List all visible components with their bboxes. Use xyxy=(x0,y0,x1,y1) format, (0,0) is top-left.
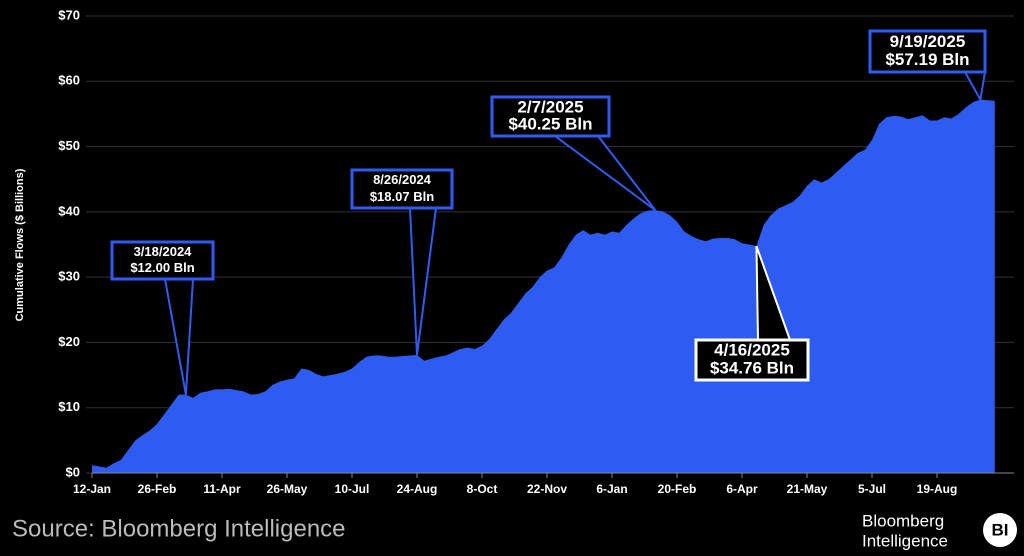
annotation-text: 8/26/2024 xyxy=(373,172,432,187)
annotation-text: $12.00 Bln xyxy=(130,260,194,275)
brand-line: Bloomberg xyxy=(862,511,944,530)
x-tick-label: 21-May xyxy=(787,482,828,496)
source: Source: Bloomberg Intelligence xyxy=(12,515,346,542)
x-tick-label: 22-Nov xyxy=(527,482,567,496)
annotation-text: 4/16/2025 xyxy=(714,341,790,360)
annotation-box xyxy=(694,338,810,382)
y-tick-label: $60 xyxy=(58,73,80,88)
annotation-text: 2/7/2025 xyxy=(517,97,583,116)
annotation-box xyxy=(350,168,454,210)
x-tick-label: 20-Feb xyxy=(658,482,697,496)
annotation-text: $34.76 Bln xyxy=(710,358,794,377)
y-tick-label: $30 xyxy=(58,269,80,284)
x-tick-label: 6-Apr xyxy=(726,482,758,496)
annotation-text: $40.25 Bln xyxy=(508,115,592,134)
y-tick-label: $50 xyxy=(58,138,80,153)
brand-line: Intelligence xyxy=(862,531,948,550)
x-tick-label: 12-Jan xyxy=(73,482,111,496)
y-tick-label: $70 xyxy=(58,7,80,22)
brand-badge: BI xyxy=(992,520,1009,539)
annotation-text: $18.07 Bln xyxy=(370,189,434,204)
x-tick-label: 10-Jul xyxy=(335,482,370,496)
x-tick-label: 26-Feb xyxy=(138,482,177,496)
y-tick-label: $0 xyxy=(66,464,80,479)
annotation-box xyxy=(490,95,611,138)
y-tick-label: $20 xyxy=(58,334,80,349)
annotation-text: 9/19/2025 xyxy=(890,32,966,51)
x-tick-label: 11-Apr xyxy=(203,482,241,496)
y-tick-label: $40 xyxy=(58,203,80,218)
y-tick-label: $10 xyxy=(58,399,80,414)
x-tick-label: 6-Jan xyxy=(596,482,627,496)
x-tick-label: 26-May xyxy=(267,482,308,496)
x-tick-label: 8-Oct xyxy=(467,482,498,496)
y-axis-label: Cumulative Flows ($ Billions) xyxy=(14,168,26,321)
annotation-text: 3/18/2024 xyxy=(134,244,193,259)
brand-badge-circle xyxy=(983,513,1017,547)
x-tick-label: 19-Aug xyxy=(917,482,958,496)
x-tick-label: 5-Jul xyxy=(858,482,886,496)
annotation-text: $57.19 Bln xyxy=(885,50,969,69)
x-tick-label: 24-Aug xyxy=(397,482,438,496)
annotation-box xyxy=(868,29,987,74)
annotation-box xyxy=(110,240,215,281)
